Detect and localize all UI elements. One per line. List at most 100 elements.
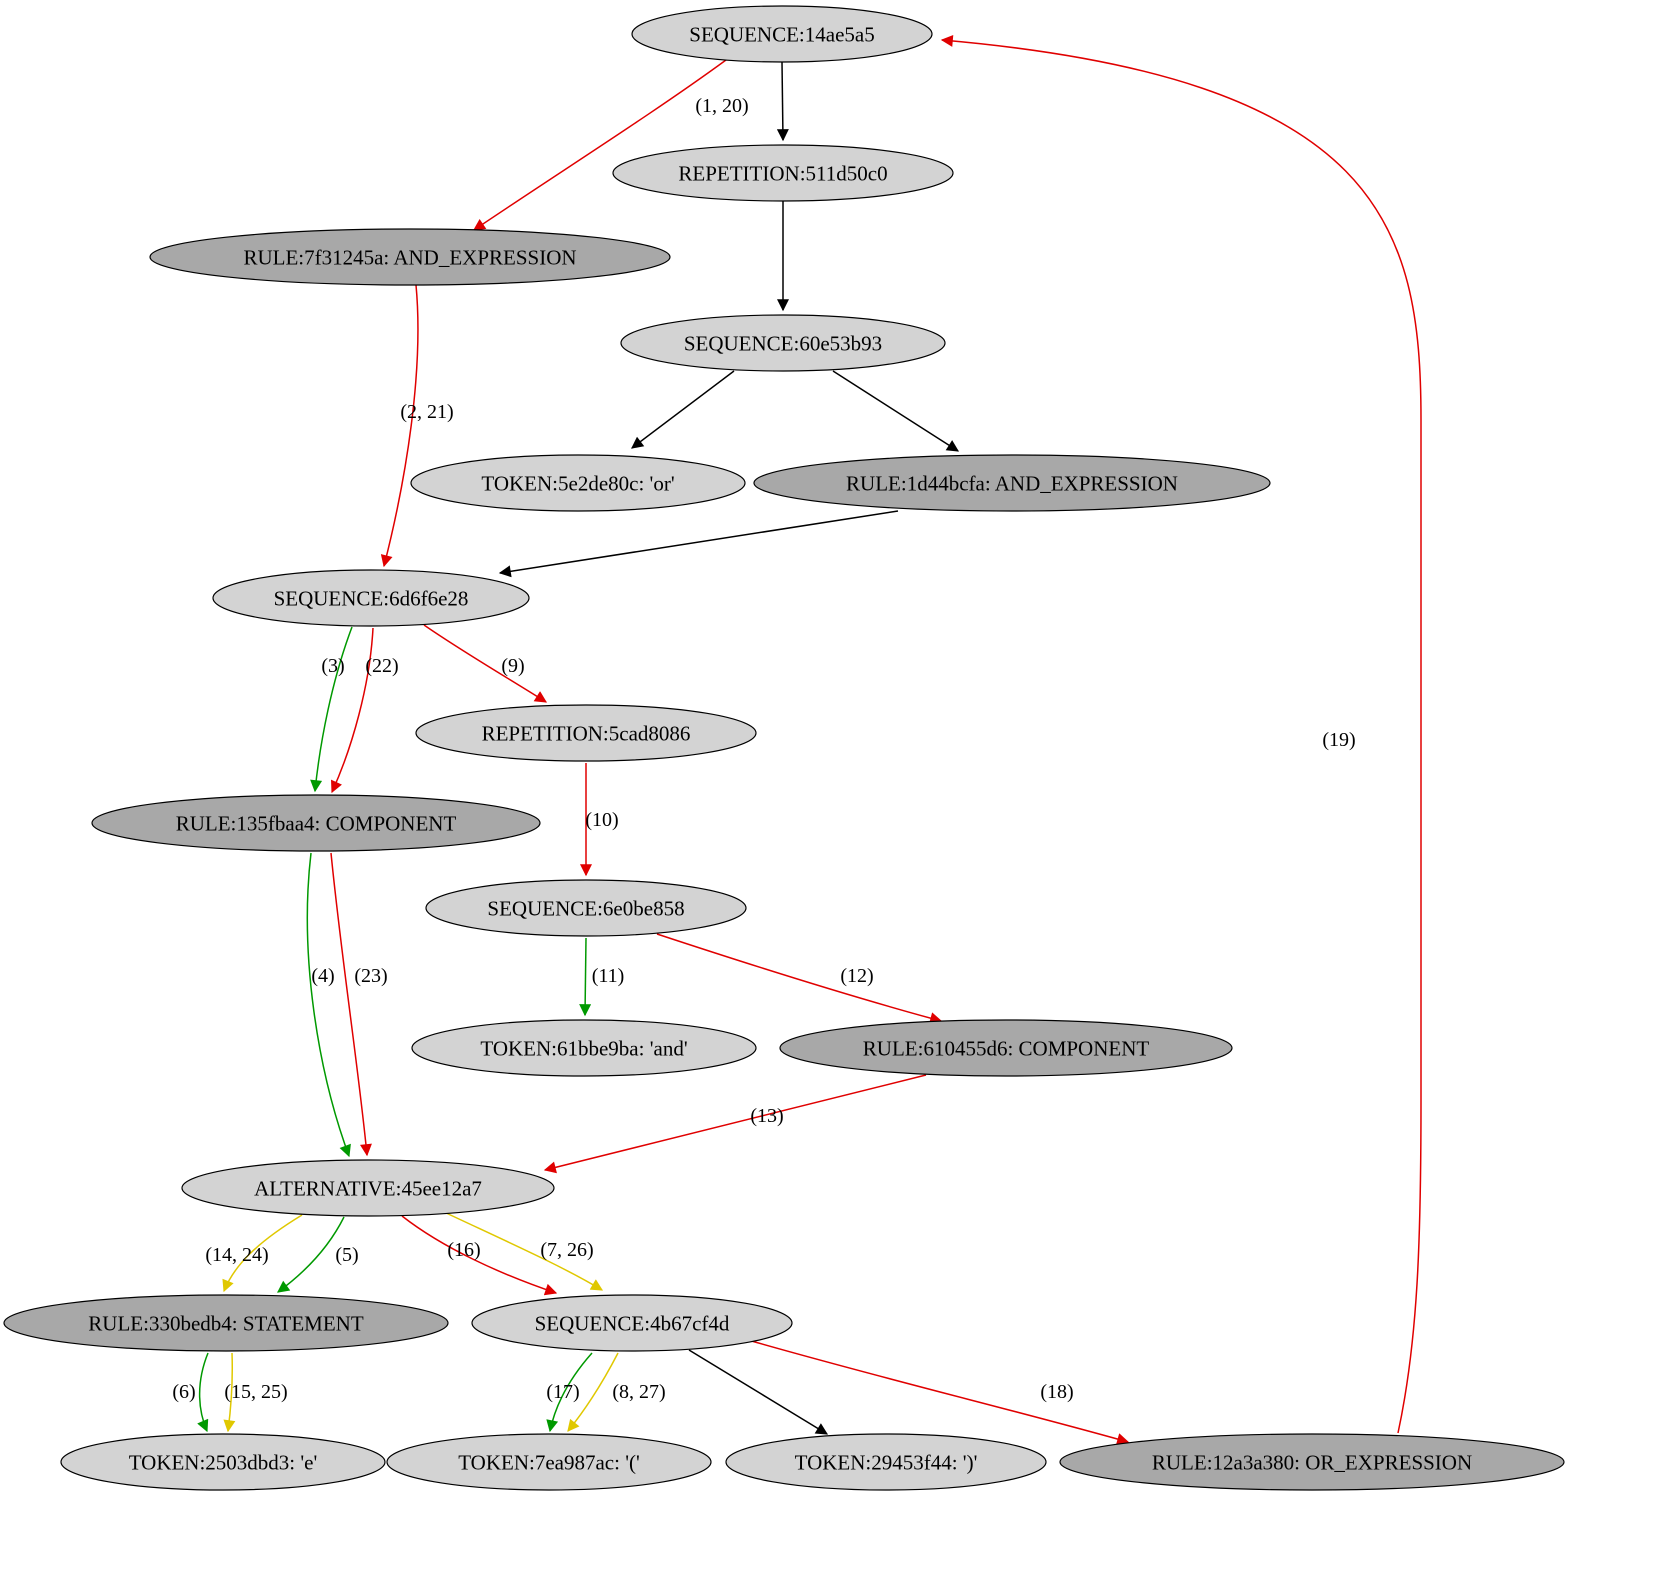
node-shape [753,454,1271,512]
edge-seq-6e0be858-to-tok-61bbe9ba: (11) [579,937,625,1017]
edge-label: (19) [1322,729,1355,751]
edge-line [423,624,548,703]
edge-line [567,1352,619,1432]
node-tok-61bbe9ba: TOKEN:61bbe9ba: 'and' [411,1019,757,1077]
edge-seq-6e0be858-to-rule-610455d6: (12) [656,933,943,1024]
edge-label: (12) [840,965,873,987]
node-label: TOKEN:5e2de80c: 'or' [481,471,674,495]
node-rule-1d44bcfa: RULE:1d44bcfa: AND_EXPRESSION [753,454,1271,512]
edge-label: (8, 27) [612,1381,665,1403]
node-label: RULE:610455d6: COMPONENT [863,1036,1150,1060]
edge-label: (2, 21) [400,401,453,423]
node-shape [471,1294,793,1352]
node-label: SEQUENCE:6e0be858 [487,896,684,920]
node-tok-7ea987ac: TOKEN:7ea987ac: '(' [386,1433,712,1491]
edge-seq-14ae5a5-to-rule-7f31245a: (1, 20) [473,59,749,231]
edge-alt-45ee12a7-to-rule-330bedb4: (5) [277,1216,359,1293]
node-label: RULE:135fbaa4: COMPONENT [176,811,457,835]
edge-label: (7, 26) [540,1239,593,1261]
node-tok-5e2de80c: TOKEN:5e2de80c: 'or' [410,454,746,512]
node-shape [181,1159,555,1217]
edge-seq-4b67cf4d-to-tok-7ea987ac: (17) [546,1352,593,1433]
edge-label: (10) [585,809,618,831]
edge-line [747,1339,1130,1445]
edge-line [940,34,1422,1434]
node-seq-60e53b93: SEQUENCE:60e53b93 [620,314,946,372]
node-shape [620,314,946,372]
edge-line [579,937,592,1017]
edge-label: (18) [1040,1381,1073,1403]
node-seq-4b67cf4d: SEQUENCE:4b67cf4d [471,1294,793,1352]
edge-seq-4b67cf4d-to-rule-12a3a380: (18) [747,1339,1130,1445]
edge-label: (5) [335,1244,358,1266]
node-label: TOKEN:7ea987ac: '(' [458,1450,640,1474]
node-shape [725,1433,1047,1491]
node-rule-7f31245a: RULE:7f31245a: AND_EXPRESSION [149,228,671,286]
edge-seq-60e53b93-to-tok-5e2de80c [631,370,735,449]
edge-seq-6d6f6e28-to-rep-5cad8086: (9) [423,624,548,703]
edge-label: (22) [365,655,398,677]
node-label: RULE:1d44bcfa: AND_EXPRESSION [846,471,1178,495]
edge-line [543,1074,927,1174]
node-shape [779,1019,1233,1077]
edge-rule-610455d6-to-alt-45ee12a7: (13) [543,1074,927,1174]
edge-rep-5cad8086-to-seq-6e0be858: (10) [580,763,619,877]
edge-seq-6d6f6e28-to-rule-135fbaa4: (3) [310,626,353,793]
node-shape [386,1433,712,1491]
node-shape [411,1019,757,1077]
edge-line [306,852,351,1158]
node-seq-14ae5a5: SEQUENCE:14ae5a5 [631,5,933,63]
edge-line [401,1215,558,1296]
edge-label: (16) [447,1239,480,1261]
edge-label: (1, 20) [695,95,748,117]
edge-seq-4b67cf4d-to-tok-29453f44 [688,1349,829,1435]
node-rep-511d50c0: REPETITION:511d50c0 [612,144,954,202]
edge-line [222,1214,303,1293]
edge-label: (4) [311,965,334,987]
node-shape [212,569,530,627]
edge-line [776,61,789,142]
node-seq-6d6f6e28: SEQUENCE:6d6f6e28 [212,569,530,627]
node-label: RULE:330bedb4: STATEMENT [88,1311,364,1335]
edge-seq-4b67cf4d-to-tok-7ea987ac: (8, 27) [567,1352,666,1432]
edge-line [546,1352,593,1433]
node-label: TOKEN:2503dbd3: 'e' [129,1450,318,1474]
edge-seq-6d6f6e28-to-rule-135fbaa4: (22) [331,627,399,794]
node-seq-6e0be858: SEQUENCE:6e0be858 [425,879,747,937]
edge-rule-330bedb4-to-tok-2503dbd3: (6) [172,1352,209,1433]
node-shape [425,879,747,937]
edge-line [656,933,943,1024]
edge-rule-330bedb4-to-tok-2503dbd3: (15, 25) [223,1352,288,1433]
edge-line [832,370,960,452]
edge-line [498,510,899,578]
node-shape [612,144,954,202]
edge-line [330,852,372,1157]
node-tok-2503dbd3: TOKEN:2503dbd3: 'e' [60,1433,386,1491]
edge-alt-45ee12a7-to-rule-330bedb4: (14, 24) [205,1214,303,1293]
node-label: SEQUENCE:6d6f6e28 [274,586,469,610]
node-tok-29453f44: TOKEN:29453f44: ')' [725,1433,1047,1491]
node-label: REPETITION:511d50c0 [678,161,887,185]
node-shape [1059,1433,1565,1491]
edge-label: (11) [592,965,625,987]
edge-label: (13) [750,1105,783,1127]
edge-rule-7f31245a-to-seq-6d6f6e28: (2, 21) [380,284,454,568]
edge-seq-60e53b93-to-rule-1d44bcfa [832,370,960,452]
edge-line [473,59,727,231]
node-label: RULE:7f31245a: AND_EXPRESSION [243,245,576,269]
edge-label: (3) [321,655,344,677]
edge-line [443,1211,604,1291]
node-rule-135fbaa4: RULE:135fbaa4: COMPONENT [91,794,541,852]
node-label: ALTERNATIVE:45ee12a7 [254,1176,482,1200]
edge-line [197,1352,209,1433]
edge-label: (6) [172,1381,195,1403]
edge-line [277,1216,345,1293]
edge-alt-45ee12a7-to-seq-4b67cf4d: (16) [401,1215,558,1296]
edge-label: (14, 24) [205,1244,268,1266]
node-shape [60,1433,386,1491]
node-shape [3,1294,449,1352]
node-shape [149,228,671,286]
edge-rule-1d44bcfa-to-seq-6d6f6e28 [498,510,899,578]
node-rule-330bedb4: RULE:330bedb4: STATEMENT [3,1294,449,1352]
